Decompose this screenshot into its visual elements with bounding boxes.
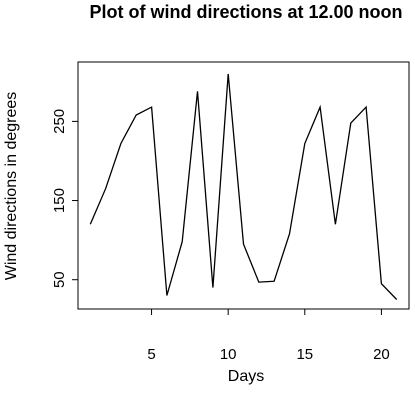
y-axis: 50 150 250 [51, 109, 78, 288]
chart-title: Plot of wind directions at 12.00 noon [89, 2, 402, 22]
y-axis-label: Wind directions in degrees [3, 92, 20, 281]
series-line [89, 73, 398, 300]
x-tick-label: 15 [296, 346, 313, 363]
y-tick-label: 50 [51, 271, 68, 288]
y-tick-label: 150 [51, 188, 68, 213]
x-tick-label: 10 [220, 346, 237, 363]
x-tick-label: 5 [147, 346, 155, 363]
plot-area-frame [77, 61, 410, 310]
x-axis: 5 10 15 20 [147, 309, 390, 363]
x-tick-label: 20 [373, 346, 390, 363]
y-tick-label: 250 [51, 109, 68, 134]
x-axis-label: Days [228, 368, 264, 385]
